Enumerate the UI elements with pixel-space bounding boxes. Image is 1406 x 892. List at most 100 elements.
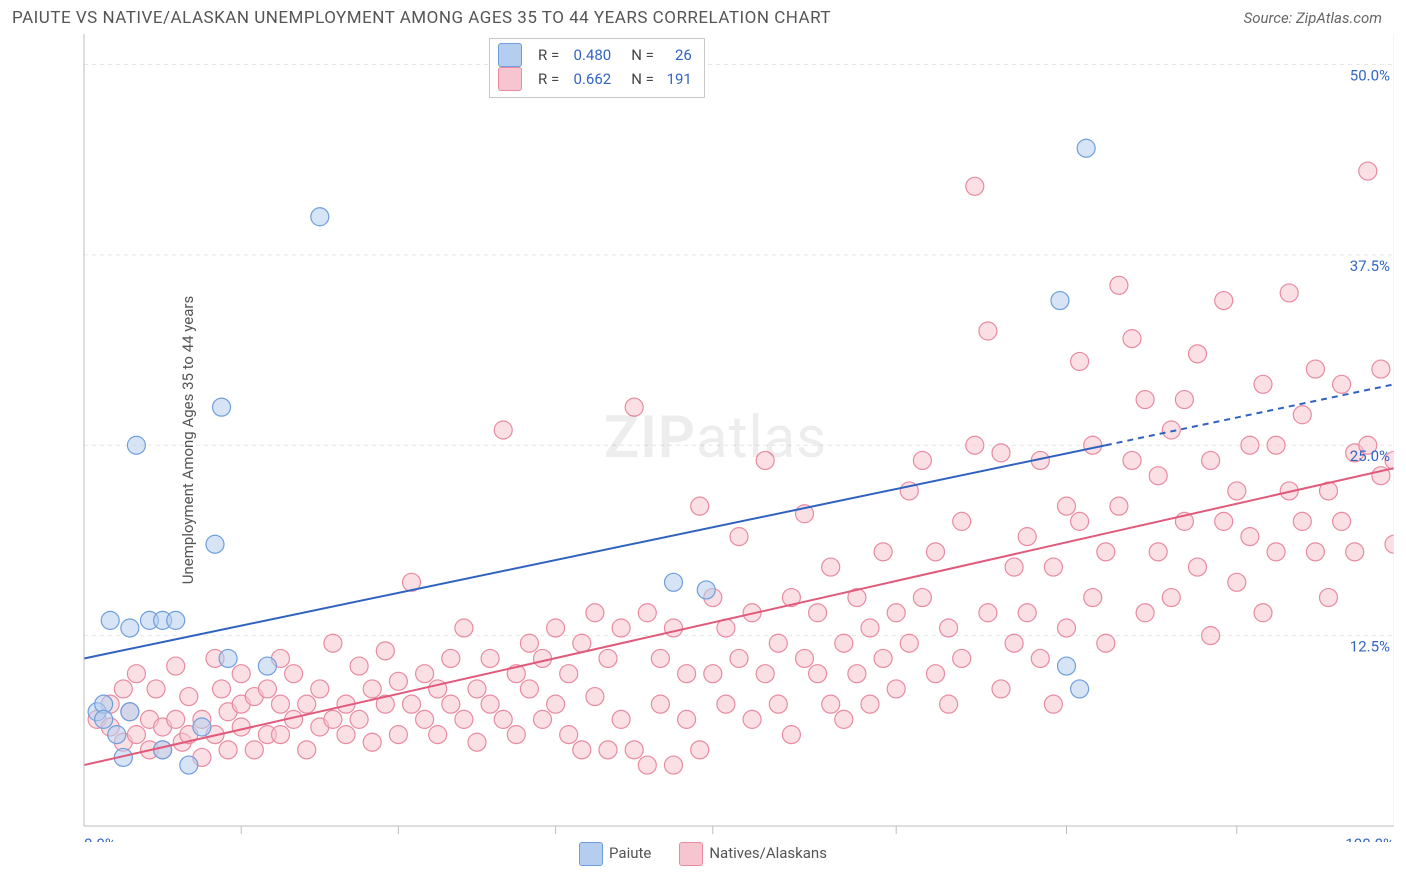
data-point — [913, 589, 931, 607]
data-point — [363, 733, 381, 751]
data-point — [1071, 512, 1089, 530]
data-point — [468, 680, 486, 698]
data-point — [245, 741, 263, 759]
data-point — [874, 649, 892, 667]
data-point — [1254, 604, 1272, 622]
data-point — [1346, 543, 1364, 561]
data-point — [213, 398, 231, 416]
data-point — [665, 573, 683, 591]
data-point — [520, 680, 538, 698]
data-point — [534, 710, 552, 728]
data-point — [95, 710, 113, 728]
data-point — [1097, 543, 1115, 561]
data-point — [121, 619, 139, 637]
data-point — [442, 695, 460, 713]
data-point — [861, 695, 879, 713]
data-point — [900, 634, 918, 652]
data-point — [651, 695, 669, 713]
data-point — [114, 680, 132, 698]
data-point — [272, 726, 290, 744]
data-point — [167, 657, 185, 675]
data-point — [534, 649, 552, 667]
data-point — [966, 436, 984, 454]
data-point — [809, 665, 827, 683]
data-point — [1084, 436, 1102, 454]
data-point — [167, 710, 185, 728]
data-point — [213, 680, 231, 698]
data-point — [1077, 139, 1095, 157]
data-point — [697, 581, 715, 599]
data-point — [219, 649, 237, 667]
data-point — [940, 619, 958, 637]
data-point — [298, 741, 316, 759]
data-point — [1149, 467, 1167, 485]
data-point — [769, 695, 787, 713]
data-point — [665, 756, 683, 774]
data-point — [1175, 391, 1193, 409]
data-point — [848, 665, 866, 683]
data-point — [612, 619, 630, 637]
data-point — [232, 665, 250, 683]
data-point — [206, 535, 224, 553]
data-point — [822, 558, 840, 576]
data-point — [147, 680, 165, 698]
data-point — [127, 436, 145, 454]
y-tick-label: 37.5% — [1350, 257, 1390, 275]
y-tick-label: 12.5% — [1350, 638, 1390, 656]
data-point — [835, 710, 853, 728]
data-point — [560, 726, 578, 744]
data-point — [258, 657, 276, 675]
data-point — [547, 619, 565, 637]
data-point — [1018, 604, 1036, 622]
data-point — [809, 604, 827, 622]
data-point — [1241, 436, 1259, 454]
data-point — [1280, 284, 1298, 302]
data-point — [887, 604, 905, 622]
data-point — [167, 611, 185, 629]
data-point — [625, 398, 643, 416]
data-point — [599, 649, 617, 667]
data-point — [1254, 375, 1272, 393]
data-point — [481, 649, 499, 667]
data-point — [796, 649, 814, 667]
data-point — [468, 733, 486, 751]
data-point — [573, 741, 591, 759]
data-point — [1044, 695, 1062, 713]
data-point — [730, 528, 748, 546]
data-point — [1084, 589, 1102, 607]
data-point — [193, 718, 211, 736]
data-point — [887, 680, 905, 698]
data-point — [638, 756, 656, 774]
data-point — [586, 688, 604, 706]
data-point — [638, 604, 656, 622]
series-swatch — [498, 67, 522, 91]
data-point — [1333, 512, 1351, 530]
data-point — [927, 665, 945, 683]
data-point — [363, 680, 381, 698]
data-point — [298, 695, 316, 713]
data-point — [311, 680, 329, 698]
data-point — [1136, 604, 1154, 622]
data-point — [1149, 543, 1167, 561]
data-point — [861, 619, 879, 637]
data-point — [953, 649, 971, 667]
data-point — [1215, 292, 1233, 310]
data-point — [913, 451, 931, 469]
data-point — [1306, 360, 1324, 378]
data-point — [1372, 360, 1390, 378]
data-point — [586, 604, 604, 622]
data-point — [324, 634, 342, 652]
x-tick-label: 100.0% — [1345, 835, 1394, 842]
data-point — [1228, 573, 1246, 591]
data-point — [1005, 558, 1023, 576]
data-point — [154, 741, 172, 759]
legend-label: Natives/Alaskans — [709, 844, 827, 862]
data-point — [180, 688, 198, 706]
data-point — [1189, 558, 1207, 576]
correlation-stats-box: R =0.480N =26R =0.662N =191 — [489, 38, 705, 98]
data-point — [389, 672, 407, 690]
data-point — [455, 710, 473, 728]
data-point — [835, 634, 853, 652]
data-point — [822, 695, 840, 713]
data-point — [992, 444, 1010, 462]
